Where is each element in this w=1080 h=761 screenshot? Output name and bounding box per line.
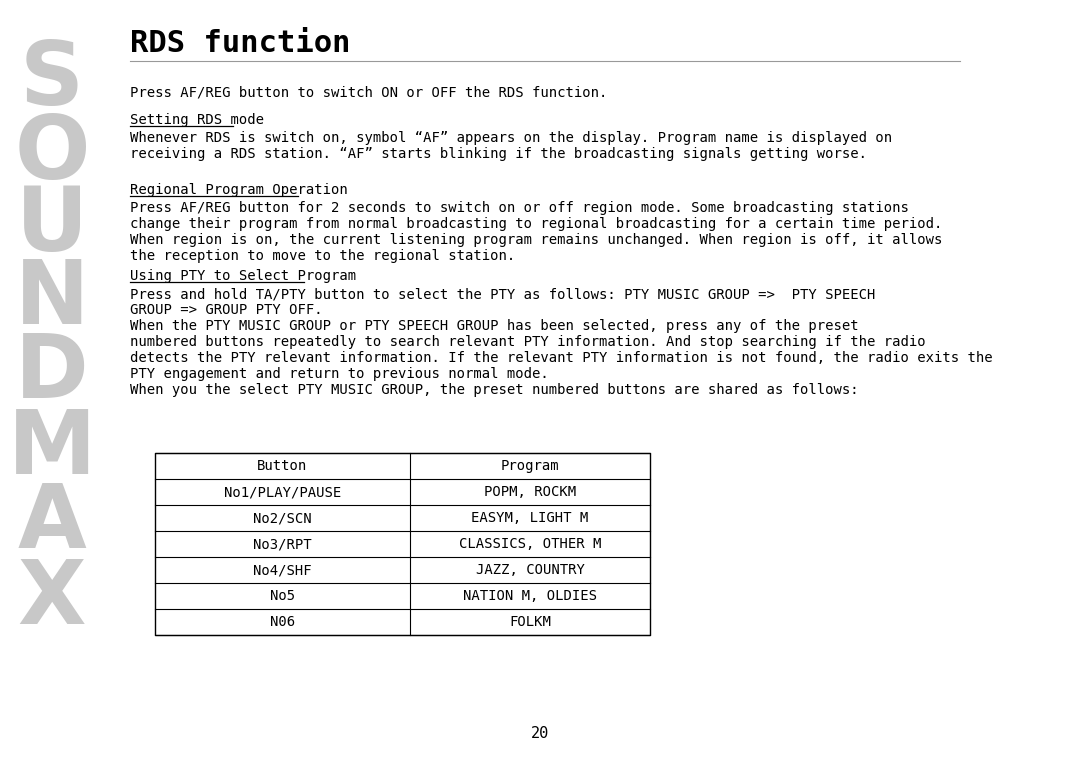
Text: X: X [17, 556, 86, 642]
Text: U: U [16, 183, 89, 270]
Text: No4/SHF: No4/SHF [253, 563, 312, 577]
Text: No1/PLAY/PAUSE: No1/PLAY/PAUSE [224, 485, 341, 499]
Text: Button: Button [257, 459, 308, 473]
Text: No3/RPT: No3/RPT [253, 537, 312, 551]
Text: Press AF/REG button to switch ON or OFF the RDS function.: Press AF/REG button to switch ON or OFF … [130, 85, 607, 99]
Text: numbered buttons repeatedly to search relevant PTY information. And stop searchi: numbered buttons repeatedly to search re… [130, 335, 926, 349]
Text: Program: Program [501, 459, 559, 473]
Text: N: N [15, 256, 90, 343]
Text: N06: N06 [270, 615, 295, 629]
Text: RDS function: RDS function [130, 28, 351, 58]
Text: detects the PTY relevant information. If the relevant PTY information is not fou: detects the PTY relevant information. If… [130, 351, 993, 365]
Text: When you the select PTY MUSIC GROUP, the preset numbered buttons are shared as f: When you the select PTY MUSIC GROUP, the… [130, 383, 859, 397]
Text: JAZZ, COUNTRY: JAZZ, COUNTRY [475, 563, 584, 577]
Text: 20: 20 [531, 725, 549, 740]
Text: CLASSICS, OTHER M: CLASSICS, OTHER M [459, 537, 602, 551]
Text: Whenever RDS is switch on, symbol “AF” appears on the display. Program name is d: Whenever RDS is switch on, symbol “AF” a… [130, 131, 892, 145]
Text: Setting RDS mode: Setting RDS mode [130, 113, 264, 127]
Text: FOLKM: FOLKM [509, 615, 551, 629]
Text: Press and hold TA/PTY button to select the PTY as follows: PTY MUSIC GROUP =>  P: Press and hold TA/PTY button to select t… [130, 287, 876, 301]
Text: D: D [15, 330, 89, 416]
Text: Regional Program Operation: Regional Program Operation [130, 183, 348, 197]
Text: NATION M, OLDIES: NATION M, OLDIES [463, 589, 597, 603]
Text: No2/SCN: No2/SCN [253, 511, 312, 525]
Text: GROUP => GROUP PTY OFF.: GROUP => GROUP PTY OFF. [130, 303, 323, 317]
Text: S: S [21, 37, 84, 125]
Text: PTY engagement and return to previous normal mode.: PTY engagement and return to previous no… [130, 367, 549, 381]
Text: receiving a RDS station. “AF” starts blinking if the broadcasting signals gettin: receiving a RDS station. “AF” starts bli… [130, 147, 867, 161]
Bar [156, 453, 650, 635]
Text: When the PTY MUSIC GROUP or PTY SPEECH GROUP has been selected, press any of the: When the PTY MUSIC GROUP or PTY SPEECH G… [130, 319, 859, 333]
Text: M: M [8, 406, 96, 492]
Text: change their program from normal broadcasting to regional broadcasting for a cer: change their program from normal broadca… [130, 217, 943, 231]
Text: the reception to move to the regional station.: the reception to move to the regional st… [130, 249, 515, 263]
Text: Press AF/REG button for 2 seconds to switch on or off region mode. Some broadcas: Press AF/REG button for 2 seconds to swi… [130, 201, 909, 215]
Text: Using PTY to Select Program: Using PTY to Select Program [130, 269, 356, 283]
Text: O: O [14, 110, 90, 198]
Text: A: A [17, 480, 86, 568]
Text: EASYM, LIGHT M: EASYM, LIGHT M [471, 511, 589, 525]
Text: No5: No5 [270, 589, 295, 603]
Text: POPM, ROCKM: POPM, ROCKM [484, 485, 576, 499]
Text: When region is on, the current listening program remains unchanged. When region : When region is on, the current listening… [130, 233, 943, 247]
